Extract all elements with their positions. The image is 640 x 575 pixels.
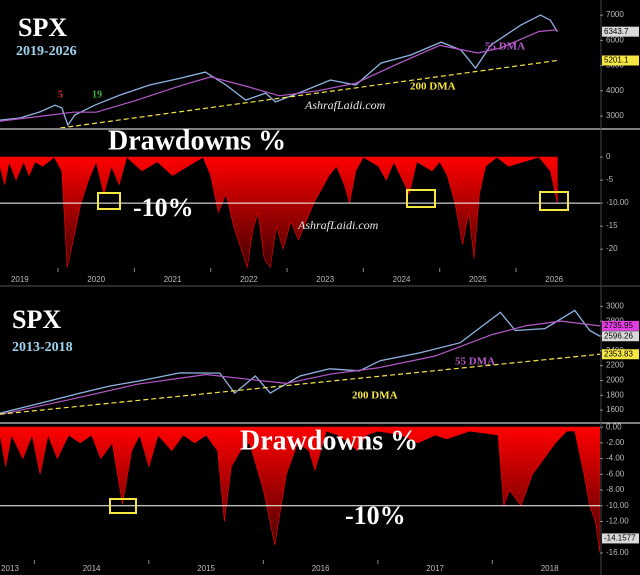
x-tick-label: 2018 [541,564,559,573]
ma-line [0,320,600,416]
annotation: 5 [58,89,63,100]
x-tick-label: 2017 [426,564,444,573]
y-tick-label: 1800 [606,390,624,399]
y-tick-label: -20 [606,244,618,253]
y-tick-label: 3000 [606,111,624,120]
x-tick-label: 2019 [11,275,29,284]
y-tick-label: -15 [606,221,618,230]
highlight-box [406,189,436,208]
y-tick-label: 4000 [606,86,624,95]
x-tick-label: 2020 [87,275,105,284]
panel-title: Drawdowns % [108,125,286,156]
y-tick-label: 0.00 [606,422,622,431]
y-tick-label: 2800 [606,316,624,325]
y-tick-label: 2000 [606,376,624,385]
panel-title: SPX [12,305,61,334]
price-tag [602,533,639,544]
y-tick-label: 3000 [606,301,624,310]
panel-title: Drawdowns % [240,425,418,456]
price-tag-label: 2596.26 [604,331,633,340]
price-line [0,14,558,127]
series-label: 200 DMA [352,390,398,402]
drawdown-area [0,156,558,268]
x-tick-label: 2023 [316,275,334,284]
panel-subtitle: 2013-2018 [12,340,73,355]
price-tag-label: -14.1577 [604,534,636,543]
panel [0,426,600,553]
y-tick-label: -5 [606,175,614,184]
y-tick-label: 2200 [606,361,624,370]
x-tick-label: 2015 [197,564,215,573]
x-tick-label: 2022 [240,275,258,284]
price-tag-label: 6343.7 [604,27,629,36]
ma-line [0,353,600,415]
watermark: AshrafLaidi.com [304,98,386,112]
panel-title: SPX [18,13,67,42]
watermark: AshrafLaidi.com [297,218,379,232]
x-tick-label: 2013 [1,564,19,573]
y-tick-label: 1600 [606,405,624,414]
x-tick-label: 2016 [312,564,330,573]
annotation: -10% [345,501,406,530]
series-label: 55 DMA [485,41,525,53]
price-tag [602,55,639,66]
ma-line [0,29,558,122]
ma-line [60,59,558,128]
price-tag [602,26,639,37]
annotation: -10% [133,193,194,222]
price-tag-label: 5201.1 [604,56,629,65]
y-tick-label: -2.00 [606,438,625,447]
drawdown-area [0,426,600,553]
highlight-box [97,192,121,210]
price-tag-label: 2735.95 [604,321,633,330]
price-tag [602,320,639,331]
highlight-box [109,498,137,514]
y-tick-label: 0 [606,152,611,161]
series-label: 55 DMA [455,356,495,368]
panel [0,309,600,416]
price-tag [602,349,639,360]
price-tag-label: 2353.83 [604,349,633,358]
y-tick-label: -10.00 [606,198,629,207]
series-label: 200 DMA [410,81,456,93]
highlight-box [539,191,569,211]
annotation: 19 [92,89,102,100]
y-tick-label: -16.00 [606,548,629,557]
y-tick-label: -4.00 [606,454,625,463]
x-tick-label: 2025 [469,275,487,284]
y-tick-label: -6.00 [606,469,625,478]
panel [0,156,558,268]
price-line [0,309,600,414]
y-tick-label: -8.00 [606,485,625,494]
y-tick-label: 7000 [606,10,624,19]
panel-subtitle: 2019-2026 [16,44,77,59]
x-tick-label: 2026 [545,275,563,284]
x-tick-label: 2024 [393,275,411,284]
y-tick-label: -10.00 [606,501,629,510]
price-tag [602,331,639,342]
x-tick-label: 2021 [164,275,182,284]
panel [0,14,558,128]
x-tick-label: 2014 [83,564,101,573]
y-tick-label: 6000 [606,35,624,44]
y-tick-label: -12.00 [606,517,629,526]
